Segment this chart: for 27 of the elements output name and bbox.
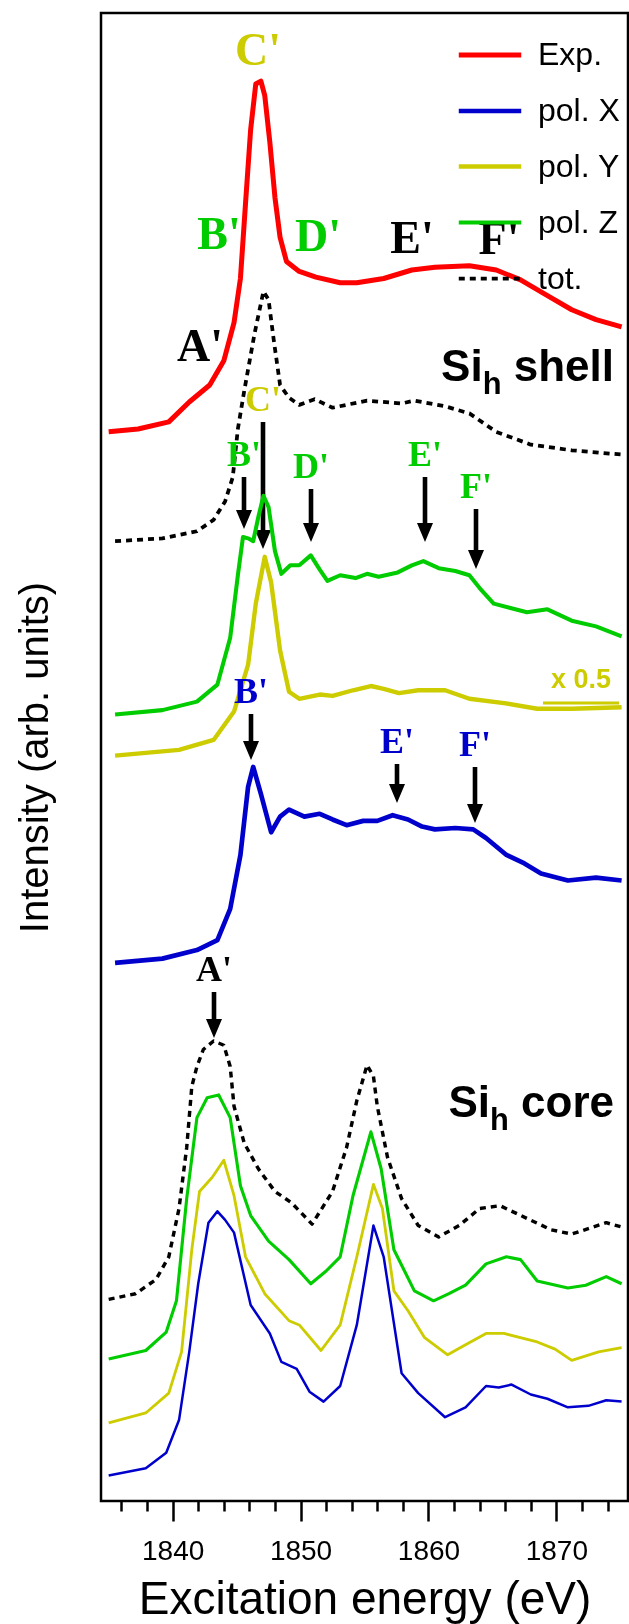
annotation: Si$_{h}$ core	[448, 1077, 614, 1138]
annotation: x 0.5	[550, 664, 612, 694]
annotation: D'	[295, 210, 341, 261]
text: C'	[235, 24, 281, 75]
annotation: D'	[293, 446, 329, 486]
x-tick-label: 1860	[397, 1534, 461, 1566]
annotation: B'	[226, 434, 262, 474]
y-axis-title: Intensity (arb. units)	[11, 581, 56, 934]
legend-label: Exp.	[538, 36, 603, 72]
annotation: E'	[379, 721, 415, 761]
annotation: A'	[196, 949, 232, 989]
annotation: E'	[390, 212, 434, 263]
annotation: Si$_{h}$ shell	[441, 341, 614, 402]
legend-label: tot.	[538, 259, 583, 296]
legend-label: pol. X	[538, 92, 620, 128]
legend-label: pol. Y	[538, 147, 620, 184]
annotation: F'	[459, 724, 491, 764]
annotation: B'	[197, 208, 241, 259]
annotation: A'	[177, 320, 223, 371]
annotation: C'	[245, 379, 281, 419]
x-tick-label: 1870	[525, 1534, 589, 1566]
x-tick-label: 1850	[269, 1534, 333, 1566]
legend-label: pol. Z	[538, 203, 619, 240]
x-tick-label: 1840	[141, 1534, 205, 1566]
x-axis-title: Excitation energy (eV)	[138, 1571, 592, 1624]
annotation: E'	[407, 434, 443, 474]
annotation: F'	[460, 466, 492, 506]
